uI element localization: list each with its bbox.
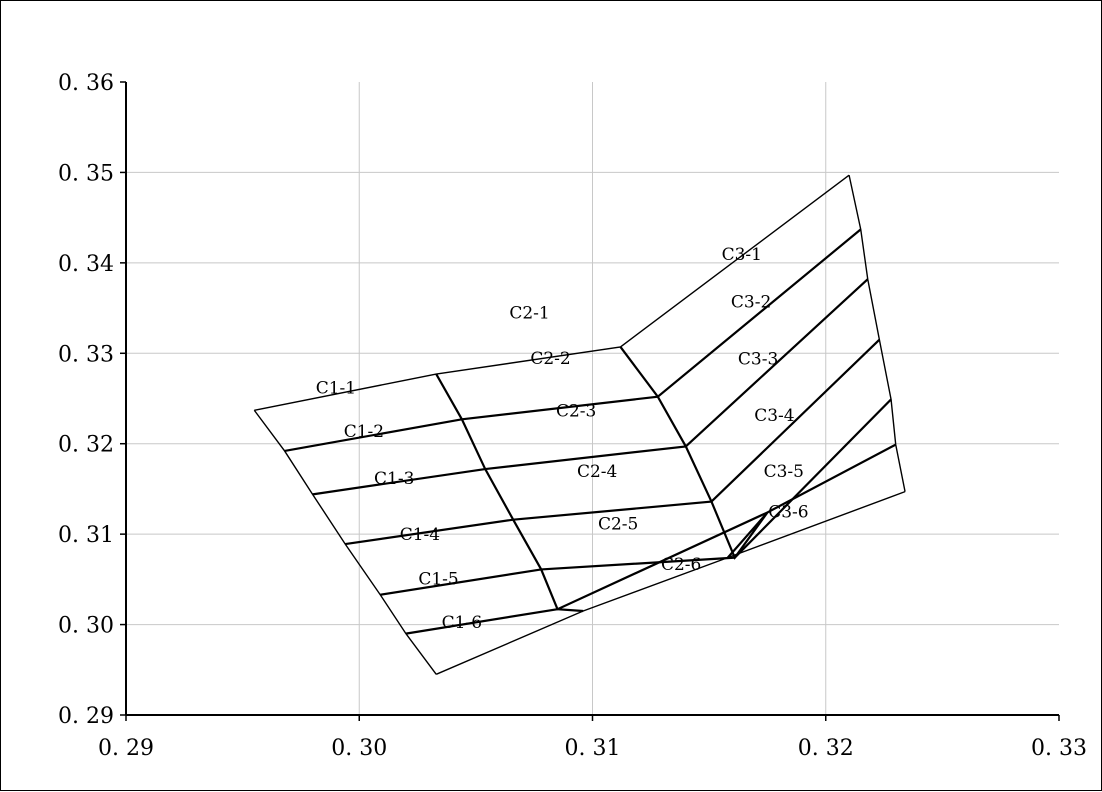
region-label: C3-4: [754, 406, 794, 426]
mesh-column-line: [619, 346, 769, 560]
region-label: C1-1: [316, 379, 356, 399]
region-label: C2-6: [661, 555, 701, 575]
y-tick-label: 0. 34: [58, 252, 114, 277]
region-label: C3-3: [738, 350, 778, 370]
x-tick-label: 0. 30: [331, 736, 387, 761]
region-label: C1-5: [418, 569, 458, 589]
region-label: C2-5: [598, 514, 638, 534]
x-tick-label: 0. 31: [565, 736, 621, 761]
y-tick-label: 0. 33: [58, 342, 114, 367]
region-labels: C1-1 C1-2 C1-3 C1-4 C1-5 C1-6 C2-1 C2-2 C2-3 C2-4…: [316, 245, 809, 633]
grid-layer: [126, 82, 1059, 715]
mesh-boundary-line: [253, 409, 437, 675]
x-tick-label: 0. 29: [98, 736, 154, 761]
axes-layer: [120, 81, 1060, 721]
region-label: C1-4: [400, 525, 440, 545]
y-tick-label: 0. 32: [58, 433, 114, 458]
mesh-row-line: [284, 228, 862, 453]
region-label: C3-5: [764, 462, 804, 482]
region-mesh: [253, 174, 906, 675]
tick-labels: 0. 29 0. 30 0. 31 0. 32 0. 33 0. 29 0. 30 0. 31…: [58, 71, 1087, 761]
y-tick-label: 0. 30: [58, 614, 114, 639]
region-label: C2-3: [556, 401, 596, 421]
x-tick-label: 0. 32: [798, 736, 854, 761]
y-tick-label: 0. 36: [58, 71, 114, 96]
mesh-row-line: [345, 338, 881, 546]
mesh-row-line: [380, 398, 892, 596]
y-tick-label: 0. 31: [58, 523, 114, 548]
mesh-row-line: [405, 443, 897, 635]
mesh-row-line: [312, 278, 869, 496]
region-label: C1-3: [374, 469, 414, 489]
mesh-boundary-line: [435, 490, 906, 675]
region-label: C2-4: [577, 462, 617, 482]
region-label: C1-6: [442, 613, 482, 633]
region-label: C3-2: [731, 293, 771, 313]
region-label: C3-1: [722, 245, 762, 265]
y-tick-label: 0. 29: [58, 704, 114, 729]
y-tick-label: 0. 35: [58, 161, 114, 186]
mesh-column-line: [435, 373, 584, 613]
mesh-boundary-line: [848, 174, 906, 492]
x-tick-label: 0. 33: [1031, 736, 1087, 761]
region-label: C2-1: [509, 304, 549, 324]
region-label: C3-6: [768, 503, 808, 523]
region-label: C1-2: [344, 422, 384, 442]
region-label: C2-2: [530, 349, 570, 369]
mesh-boundary-line: [254, 174, 850, 411]
